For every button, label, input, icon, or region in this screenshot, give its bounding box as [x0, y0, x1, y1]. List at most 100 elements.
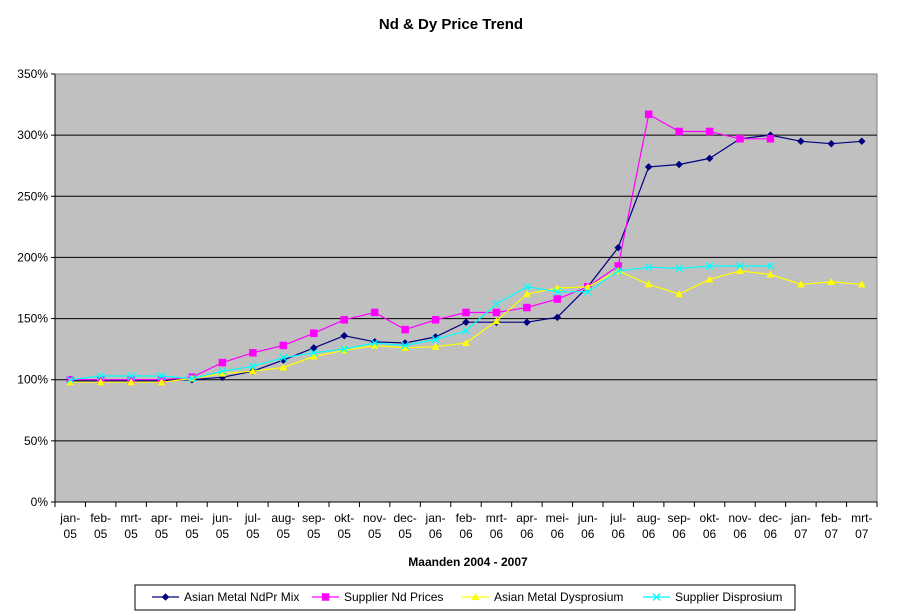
x-tick-label: okt- [334, 511, 354, 525]
y-axis: 0% 50% 100% 150% 200% 250% 300% 350% [17, 67, 56, 509]
x-tick-label: jan- [790, 511, 811, 525]
x-tick-label: nov- [363, 511, 386, 525]
x-tick-label-year: 07 [855, 527, 869, 541]
x-tick-label: jun- [577, 511, 598, 525]
data-point [705, 127, 714, 136]
data-point [857, 137, 866, 146]
x-tick-label: apr- [151, 511, 172, 525]
x-tick-label-year: 06 [764, 527, 778, 541]
x-tick-label: okt- [700, 511, 720, 525]
data-point [644, 280, 653, 288]
x-tick-label-year: 07 [794, 527, 808, 541]
x-tick-label-year: 06 [520, 527, 534, 541]
data-point [127, 372, 136, 381]
data-point [736, 262, 744, 270]
data-point [218, 358, 227, 367]
x-tick-label-year: 06 [551, 527, 565, 541]
data-point [796, 280, 805, 288]
data-point [766, 270, 775, 278]
data-point [523, 318, 531, 327]
x-tick-label: sep- [302, 511, 325, 525]
series-supplier-disprosium [66, 262, 775, 384]
data-point [492, 317, 501, 325]
x-tick-label: feb- [90, 511, 111, 525]
data-point [431, 342, 440, 350]
data-point [340, 345, 349, 354]
data-point [66, 375, 75, 384]
x-tick-label-year: 05 [368, 527, 382, 541]
x-tick-label-year: 06 [612, 527, 626, 541]
y-tick-label: 250% [17, 189, 48, 203]
data-point [644, 110, 653, 119]
data-point [462, 308, 470, 317]
legend-label: Asian Metal Dysprosium [494, 590, 623, 604]
x-tick-label: jan- [59, 511, 80, 525]
data-point [310, 329, 318, 337]
x-tick-label-year: 06 [429, 527, 443, 541]
y-tick-label: 350% [17, 67, 48, 81]
data-point [127, 378, 136, 386]
x-tick-label-year: 06 [459, 527, 473, 541]
data-point [340, 331, 349, 340]
data-point [644, 163, 653, 171]
legend-entry: Asian Metal NdPr Mix [152, 590, 299, 604]
x-axis: jan- 05 feb- 05 mrt- 05 apr- 05 mei- 05 jun- 05 jul-… [54, 501, 878, 541]
x-tick-label: aug- [271, 511, 295, 525]
data-point [675, 127, 683, 136]
data-point [797, 137, 805, 146]
data-point [766, 135, 775, 143]
data-point [614, 266, 623, 275]
data-point [96, 378, 105, 386]
x-tick-label: feb- [821, 511, 842, 525]
legend-marker [652, 593, 661, 601]
legend-label: Asian Metal NdPr Mix [184, 590, 299, 604]
data-point [279, 363, 288, 371]
data-point [553, 287, 562, 296]
x-tick-label-year: 05 [398, 527, 412, 541]
data-point [644, 263, 653, 272]
x-tick-label-year: 06 [703, 527, 717, 541]
x-tick-label: dec- [759, 511, 782, 525]
series-line [70, 265, 771, 381]
data-point [279, 353, 288, 362]
y-tick-label: 0% [31, 495, 49, 509]
x-tick-label-year: 06 [490, 527, 504, 541]
data-point [370, 308, 379, 317]
series-asian-metal-dysprosium [66, 266, 866, 386]
data-point [462, 326, 470, 335]
x-tick-label-year: 07 [825, 527, 839, 541]
data-point [857, 280, 866, 288]
x-tick-label: dec- [393, 511, 416, 525]
data-point [705, 275, 714, 283]
x-tick-label-year: 05 [64, 527, 78, 541]
x-tick-label: jul- [244, 511, 261, 525]
x-axis-title: Maanden 2004 - 2007 [408, 555, 528, 569]
x-tick-label-year: 05 [246, 527, 260, 541]
legend-marker [161, 593, 170, 601]
data-point [766, 262, 775, 270]
x-tick-label: jun- [211, 511, 232, 525]
data-point [431, 316, 440, 324]
data-point [340, 316, 348, 324]
data-point [401, 341, 410, 350]
x-tick-label-year: 05 [94, 527, 108, 541]
x-tick-label: aug- [637, 511, 661, 525]
data-point [553, 313, 562, 322]
data-point [309, 352, 318, 360]
x-tick-label-year: 05 [124, 527, 138, 541]
data-point [218, 367, 227, 376]
data-point [249, 349, 257, 357]
data-point [705, 262, 714, 270]
legend-label: Supplier Nd Prices [344, 590, 443, 604]
legend-label: Supplier Disprosium [675, 590, 782, 604]
data-point [431, 335, 440, 344]
x-tick-label: mrt- [486, 511, 507, 525]
data-point [614, 243, 623, 252]
data-point [309, 348, 318, 357]
data-point [462, 318, 470, 327]
data-point [370, 339, 379, 347]
data-point [248, 367, 257, 375]
legend-entry: Supplier Nd Prices [312, 590, 443, 604]
data-point [523, 303, 531, 312]
